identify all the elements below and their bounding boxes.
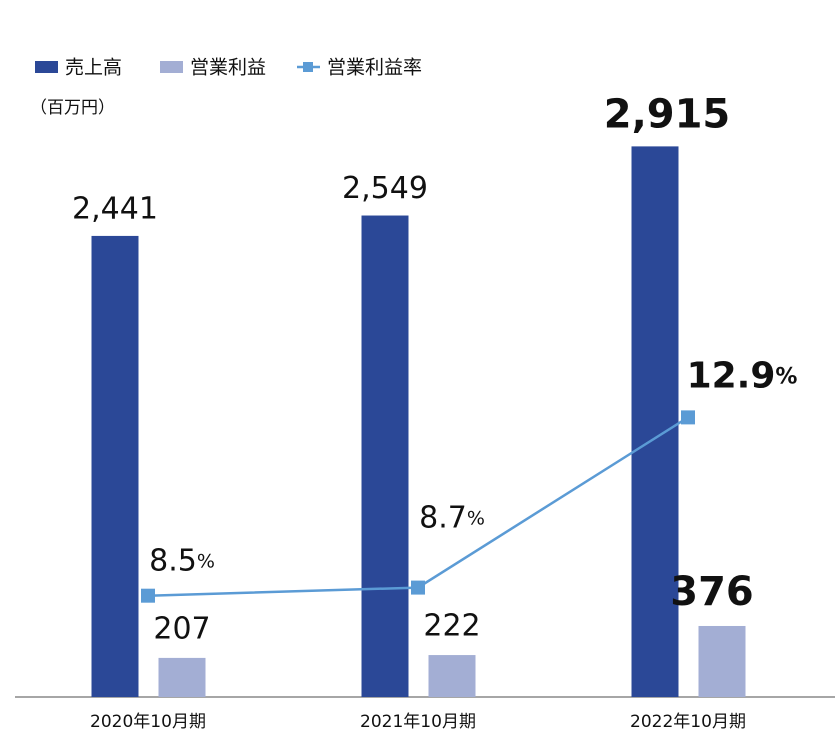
value-label: 222 — [423, 609, 480, 644]
legend-swatch — [35, 61, 58, 73]
value-label: 2,549 — [342, 171, 428, 206]
legend-label: 営業利益率 — [327, 57, 422, 79]
value-label: 8.5% — [149, 543, 215, 578]
value-label: 2,441 — [72, 191, 158, 226]
bar — [428, 655, 476, 697]
line-marker — [681, 410, 695, 425]
bar — [631, 146, 679, 697]
x-tick-label: 2020年10月期 — [90, 712, 206, 732]
line-marker — [411, 580, 425, 595]
value-label: 2,915 — [604, 91, 731, 137]
legend-label: 営業利益 — [190, 57, 266, 79]
bar — [361, 215, 409, 697]
legend-marker — [303, 62, 313, 72]
bar — [698, 625, 746, 697]
legend-swatch — [160, 61, 183, 73]
value-label: 207 — [153, 611, 210, 646]
value-label: 8.7% — [419, 500, 485, 535]
value-label: 12.9% — [687, 355, 798, 396]
x-tick-label: 2022年10月期 — [630, 712, 746, 732]
value-label: 376 — [670, 569, 754, 615]
unit-label: （百万円） — [30, 98, 115, 118]
bar — [91, 235, 139, 697]
bar — [158, 657, 206, 697]
x-tick-label: 2021年10月期 — [360, 712, 476, 732]
line — [147, 416, 689, 597]
legend-label: 売上高 — [65, 57, 122, 79]
line-marker — [141, 588, 155, 603]
